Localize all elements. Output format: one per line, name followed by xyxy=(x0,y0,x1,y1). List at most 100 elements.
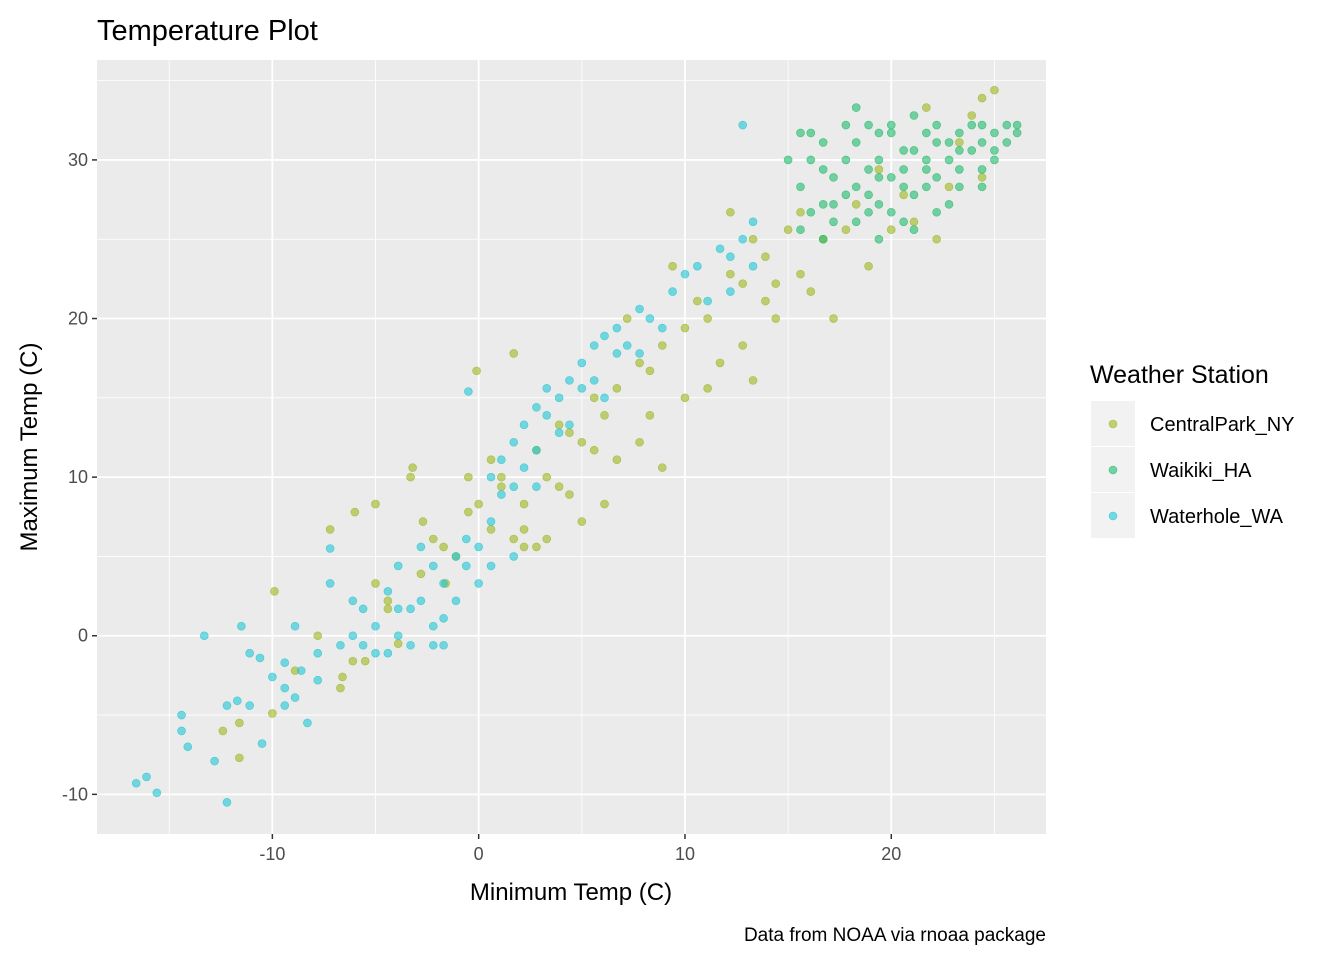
data-point xyxy=(818,138,828,147)
data-point xyxy=(350,507,360,517)
series-Waikiki_HA xyxy=(783,103,1022,244)
legend-entry: Waterhole_WA xyxy=(1091,493,1284,538)
data-points xyxy=(131,85,1022,807)
x-tick-label: -10 xyxy=(259,844,285,864)
data-point xyxy=(371,621,380,631)
data-point xyxy=(874,173,884,182)
data-point xyxy=(829,200,838,209)
data-point xyxy=(645,366,655,376)
data-point xyxy=(1002,120,1012,130)
data-point xyxy=(486,517,496,526)
data-point xyxy=(645,410,655,420)
data-point xyxy=(222,797,232,807)
data-point xyxy=(874,128,884,138)
data-point xyxy=(600,393,609,403)
data-point xyxy=(542,384,552,393)
data-point xyxy=(577,384,587,393)
data-point xyxy=(554,428,564,438)
data-point xyxy=(909,225,919,235)
legend-key-point xyxy=(1108,419,1118,429)
data-point xyxy=(408,463,417,472)
data-point xyxy=(268,672,277,682)
data-point xyxy=(183,742,193,752)
data-point xyxy=(532,445,541,455)
data-point xyxy=(990,146,999,155)
legend-entry: CentralPark_NY xyxy=(1091,401,1295,446)
data-point xyxy=(245,701,254,710)
data-point xyxy=(383,648,393,658)
data-point xyxy=(841,120,851,130)
data-point xyxy=(886,225,896,235)
data-point xyxy=(235,718,244,728)
data-point xyxy=(519,542,529,552)
data-point xyxy=(622,314,632,323)
data-point xyxy=(922,103,931,112)
data-point xyxy=(955,128,964,138)
data-point xyxy=(406,604,415,614)
data-point xyxy=(864,120,873,130)
legend-label: Waikiki_HA xyxy=(1150,460,1252,482)
data-point xyxy=(371,499,380,509)
data-point xyxy=(1012,128,1022,138)
data-point xyxy=(393,604,403,614)
data-point xyxy=(944,200,954,209)
data-point xyxy=(657,341,667,350)
data-point xyxy=(944,138,954,147)
data-point xyxy=(806,287,816,296)
x-tick-label: 10 xyxy=(675,844,695,864)
data-point xyxy=(416,596,426,606)
data-point xyxy=(841,155,851,165)
data-point xyxy=(313,631,323,641)
data-point xyxy=(464,472,473,482)
data-point xyxy=(542,534,552,544)
data-point xyxy=(909,146,919,155)
data-point xyxy=(726,269,735,279)
data-point xyxy=(738,120,748,130)
data-point xyxy=(635,349,644,358)
data-point xyxy=(922,155,931,165)
legend: Weather Station CentralPark_NY Waikiki_HA… xyxy=(1090,361,1295,538)
data-point xyxy=(474,579,483,588)
series-CentralPark_NY xyxy=(218,85,999,763)
data-point xyxy=(519,499,529,509)
data-point xyxy=(944,182,954,192)
data-point xyxy=(944,155,954,165)
data-point xyxy=(589,341,599,350)
data-point xyxy=(886,128,896,138)
data-point xyxy=(748,376,758,385)
data-point xyxy=(874,155,884,165)
data-point xyxy=(383,587,393,596)
data-point xyxy=(296,666,306,675)
data-point xyxy=(416,569,426,579)
data-point xyxy=(715,358,725,368)
data-point xyxy=(612,349,622,358)
data-point xyxy=(864,207,873,217)
data-point xyxy=(864,190,873,200)
data-point xyxy=(406,640,415,650)
data-point xyxy=(738,279,748,288)
data-point xyxy=(657,323,667,333)
data-point xyxy=(486,472,496,482)
data-point xyxy=(955,165,964,174)
data-point xyxy=(635,437,644,447)
legend-entry: Waikiki_HA xyxy=(1091,447,1252,492)
data-point xyxy=(177,726,186,736)
data-point xyxy=(509,482,519,491)
data-point xyxy=(325,579,335,588)
data-point xyxy=(841,225,851,235)
data-point xyxy=(393,631,403,641)
data-point xyxy=(600,499,609,509)
data-point xyxy=(899,165,908,174)
data-point xyxy=(268,709,277,718)
data-point xyxy=(237,621,246,631)
data-point xyxy=(899,146,908,155)
data-point xyxy=(748,261,758,271)
data-point xyxy=(680,393,690,403)
data-point xyxy=(796,225,805,235)
data-point xyxy=(439,640,448,650)
data-point xyxy=(303,718,312,728)
data-point xyxy=(589,376,599,385)
data-point xyxy=(565,420,574,430)
data-point xyxy=(874,234,884,244)
data-point xyxy=(235,753,244,763)
